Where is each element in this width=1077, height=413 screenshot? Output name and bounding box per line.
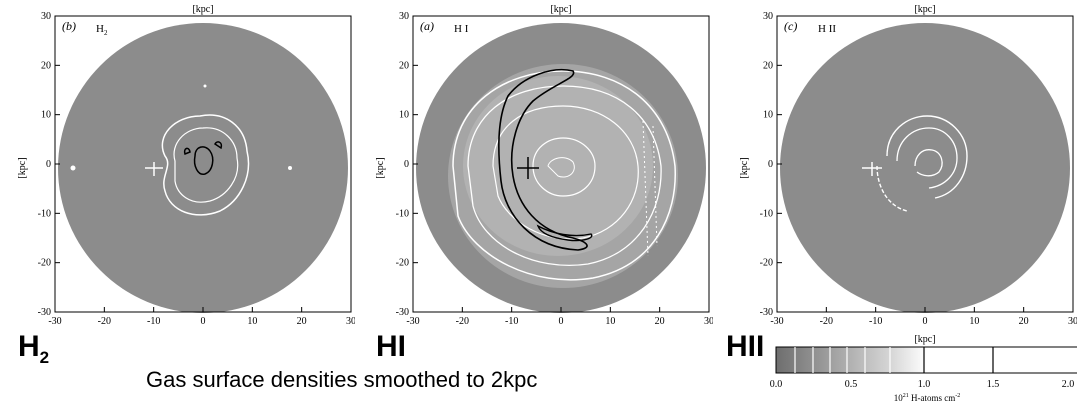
x-tick-label: 20 [1019, 316, 1029, 327]
bottom-axis-unit: [kpc] [914, 334, 935, 345]
x-tick-label: -20 [456, 316, 469, 327]
colorbar-tick-label: 2.0 [1062, 379, 1075, 390]
left-axis-unit: [kpc] [17, 157, 28, 178]
colorbar-label: 1021 H-atoms cm-2 [894, 393, 961, 403]
x-tick-label: -30 [406, 316, 419, 327]
x-tick-label: -10 [147, 316, 160, 327]
y-tick-label: 0 [404, 159, 409, 170]
y-tick-label: 0 [768, 159, 773, 170]
hii-map: -30-30 -20 -20 -10 -10 0 0 10 10 20 20 30 30 [kpc] [… [739, 4, 1077, 345]
y-tick-label: -30 [38, 307, 51, 318]
colorbar-tick-label: 1.5 [987, 379, 1000, 390]
panel-species: H II [818, 23, 836, 35]
big-label-h2: H2 [18, 330, 50, 367]
colorbar-tick-label: 0.0 [770, 379, 782, 390]
y-tick-label: 30 [41, 11, 51, 22]
x-tick-label: 30 [704, 316, 713, 327]
x-tick-label: 10 [247, 316, 257, 327]
x-tick-label: -10 [869, 316, 882, 327]
x-tick-label: 0 [923, 316, 928, 327]
big-label-hii: HII [726, 330, 765, 363]
x-tick-label: -10 [505, 316, 518, 327]
disk [58, 23, 348, 313]
left-axis-unit: [kpc] [375, 157, 386, 178]
panel-letter: (b) [62, 19, 76, 33]
colorbar: 0.0 0.5 1.0 1.5 2.0 1021 H-atoms cm-2 [770, 343, 1077, 408]
x-tick-label: 30 [1068, 316, 1077, 327]
y-tick-label: 20 [763, 60, 773, 71]
top-axis-unit: [kpc] [914, 4, 935, 15]
x-tick-label: 20 [655, 316, 665, 327]
y-tick-label: 10 [399, 110, 409, 121]
x-tick-label: 0 [559, 316, 564, 327]
y-tick-label: 10 [41, 110, 51, 121]
y-tick-label: -20 [396, 258, 409, 269]
x-tick-label: -20 [820, 316, 833, 327]
left-axis-unit: [kpc] [739, 157, 750, 178]
x-tick-label: -30 [770, 316, 783, 327]
y-tick-label: -30 [760, 307, 773, 318]
panel-h2: -30 -30 -20 -20 -10 -10 0 0 10 10 20 20 30 30 [kpc] [… [0, 0, 355, 350]
y-tick-label: -10 [38, 208, 51, 219]
y-tick-label: -30 [396, 307, 409, 318]
y-tick-label: 10 [763, 110, 773, 121]
y-tick-label: 20 [41, 60, 51, 71]
top-axis-unit: [kpc] [192, 4, 213, 15]
y-tick-label: -20 [38, 258, 51, 269]
x-tick-label: 20 [297, 316, 307, 327]
y-tick-label: -10 [760, 208, 773, 219]
colorbar-tick-label: 1.0 [918, 379, 931, 390]
hi-map: -30-30 -20 -20 -10 -10 0 0 10 10 20 20 30 30 [kpc] [… [375, 4, 713, 327]
panel-species: H2 [96, 23, 108, 37]
big-label-hi: HI [376, 330, 406, 363]
top-axis-unit: [kpc] [550, 4, 571, 15]
panel-letter: (c) [784, 19, 797, 33]
panel-hi: -30 -30 -20 -20 -10 -10 0 0 10 10 20 20 30 30 [kpc] [… [358, 0, 713, 350]
y-tick-label: -10 [396, 208, 409, 219]
panel-hii: -30 -30 -20 -20 -10 -10 0 0 10 10 20 20 30 30 [kpc] [… [722, 0, 1077, 350]
y-tick-label: 0 [46, 159, 51, 170]
x-tick-label: 0 [201, 316, 206, 327]
panel-letter: (a) [420, 19, 434, 33]
x-tick-label: 30 [346, 316, 355, 327]
x-tick-label: -20 [98, 316, 111, 327]
y-tick-label: -20 [760, 258, 773, 269]
caption: Gas surface densities smoothed to 2kpc [146, 367, 538, 392]
y-tick-label: 30 [763, 11, 773, 22]
panel-species: H I [454, 23, 469, 35]
x-tick-label: -30 [48, 316, 61, 327]
colorbar-tick-label: 0.5 [845, 379, 858, 390]
y-tick-label: 20 [399, 60, 409, 71]
y-tick-label: 30 [399, 11, 409, 22]
h2-map: -30-30 -20 -20 -10 -10 0 0 10 10 20 20 30 30 [kpc] [… [17, 4, 355, 327]
x-tick-label: 10 [969, 316, 979, 327]
x-tick-label: 10 [605, 316, 615, 327]
